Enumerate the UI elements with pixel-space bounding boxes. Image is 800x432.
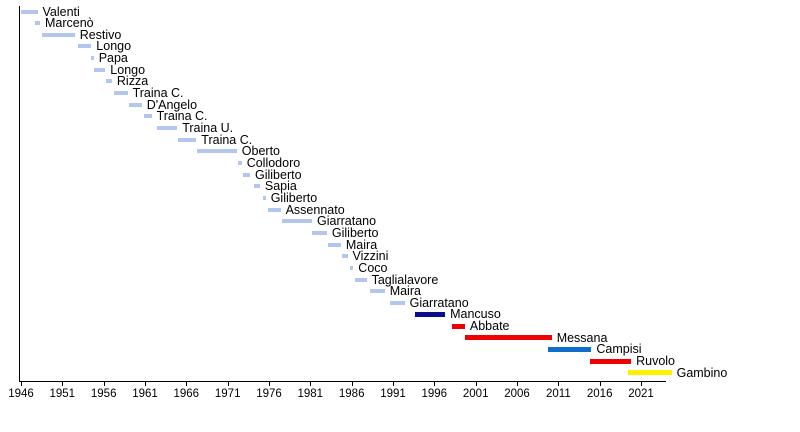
axis-tick xyxy=(310,381,312,386)
timeline-bar xyxy=(21,10,38,14)
timeline-bar xyxy=(178,138,197,142)
timeline-bar xyxy=(242,173,250,177)
axis-tick xyxy=(145,381,146,386)
timeline-bar xyxy=(263,196,266,200)
axis-tick-label: 1976 xyxy=(256,388,282,400)
timeline-bar xyxy=(414,312,446,317)
axis-tick-label: 1951 xyxy=(49,388,76,400)
timeline-bar xyxy=(35,21,41,25)
bar-label: Gambino xyxy=(676,366,728,380)
bar-label: Papa xyxy=(98,51,128,65)
bar-label: Giarratano xyxy=(409,296,469,310)
bar-label: Traina C. xyxy=(156,109,208,123)
timeline-bar xyxy=(589,359,632,364)
bar-label: Ruvolo xyxy=(636,354,676,368)
axis-tick xyxy=(517,381,518,386)
timeline-bar xyxy=(93,68,106,72)
timeline-bar xyxy=(129,103,142,107)
y-axis-line xyxy=(19,6,20,381)
timeline-bar xyxy=(156,126,178,130)
axis-tick xyxy=(103,381,105,386)
axis-tick-label: 1981 xyxy=(297,388,324,400)
bar-label: Longo xyxy=(96,39,132,53)
timeline-bar xyxy=(341,254,348,258)
timeline-bar xyxy=(268,208,281,212)
axis-tick-label: 2001 xyxy=(462,388,489,400)
bar-label: Mancuso xyxy=(450,307,501,321)
bar-label: Maira xyxy=(345,238,378,252)
timeline-bar xyxy=(41,33,75,37)
axis-tick-label: 1991 xyxy=(380,388,406,400)
axis-tick xyxy=(434,381,436,386)
axis-tick-label: 2021 xyxy=(628,388,654,400)
timeline-bar xyxy=(197,149,237,153)
bar-label: Longo xyxy=(110,63,146,77)
axis-tick xyxy=(475,381,477,386)
bar-label: Vizzini xyxy=(352,249,389,263)
axis-tick xyxy=(641,381,642,386)
bar-label: Marcenò xyxy=(45,16,94,30)
axis-tick-label: 2016 xyxy=(586,388,613,400)
axis-tick xyxy=(558,381,560,386)
bar-label: Coco xyxy=(358,261,388,275)
axis-tick xyxy=(351,381,353,386)
axis-tick-label: 1946 xyxy=(8,388,34,400)
axis-tick-label: 1961 xyxy=(132,388,158,400)
axis-tick-label: 1966 xyxy=(173,388,200,400)
axis-tick-label: 1971 xyxy=(214,388,241,400)
timeline-bar xyxy=(350,266,354,270)
axis-tick-label: 1996 xyxy=(421,388,448,400)
bar-label: Oberto xyxy=(241,144,281,158)
axis-tick-label: 2011 xyxy=(546,388,571,400)
bar-label: Sapia xyxy=(264,179,297,193)
bar-label: Collodoro xyxy=(246,156,301,170)
timeline-bar xyxy=(389,301,405,305)
axis-tick xyxy=(62,381,64,386)
timeline-bar xyxy=(254,184,260,188)
bar-label: Giliberto xyxy=(331,226,379,240)
timeline-bar xyxy=(627,370,672,375)
x-axis-line xyxy=(19,381,666,382)
bar-label: Campisi xyxy=(596,342,642,356)
bar-label: Messana xyxy=(556,331,608,345)
bar-label: Rizza xyxy=(116,74,149,88)
bar-label: Abbate xyxy=(469,319,510,333)
axis-tick xyxy=(599,381,601,386)
bar-label: D'Angelo xyxy=(146,98,198,112)
bar-label: Traina C. xyxy=(201,133,253,147)
axis-tick xyxy=(21,381,22,386)
axis-tick-label: 1986 xyxy=(338,388,365,400)
bar-label: Giliberto xyxy=(255,168,302,182)
timeline-bar xyxy=(106,79,112,83)
axis-tick-label: 2006 xyxy=(504,388,530,400)
timeline-bar xyxy=(113,91,128,95)
timeline-bar xyxy=(91,56,94,60)
timeline-bar xyxy=(451,324,465,329)
timeline-bar xyxy=(464,335,552,340)
bar-label: Assennato xyxy=(285,203,345,217)
timeline-bar xyxy=(369,289,385,293)
timeline-bar xyxy=(327,243,341,247)
axis-tick xyxy=(269,381,270,386)
bar-label: Maira xyxy=(389,284,421,298)
bar-label: Traina U. xyxy=(182,121,234,135)
bar-label: Giarratano xyxy=(317,214,377,228)
bar-label: Taglialavore xyxy=(371,273,439,287)
axis-tick xyxy=(186,381,188,386)
bar-label: Giliberto xyxy=(270,191,318,205)
axis-tick xyxy=(393,381,394,386)
timeline-bar xyxy=(78,44,92,48)
timeline-bar xyxy=(144,114,152,118)
axis-tick xyxy=(227,381,229,386)
timeline-bar xyxy=(282,219,312,223)
bar-label: Traina C. xyxy=(132,86,184,100)
bar-label: Restivo xyxy=(79,28,122,42)
bar-label: Valenti xyxy=(42,5,80,19)
timeline-bar xyxy=(355,278,367,282)
timeline-bar xyxy=(548,347,592,352)
timeline-bar xyxy=(237,161,242,165)
timeline-bar xyxy=(312,231,327,235)
axis-tick-label: 1956 xyxy=(90,388,117,400)
